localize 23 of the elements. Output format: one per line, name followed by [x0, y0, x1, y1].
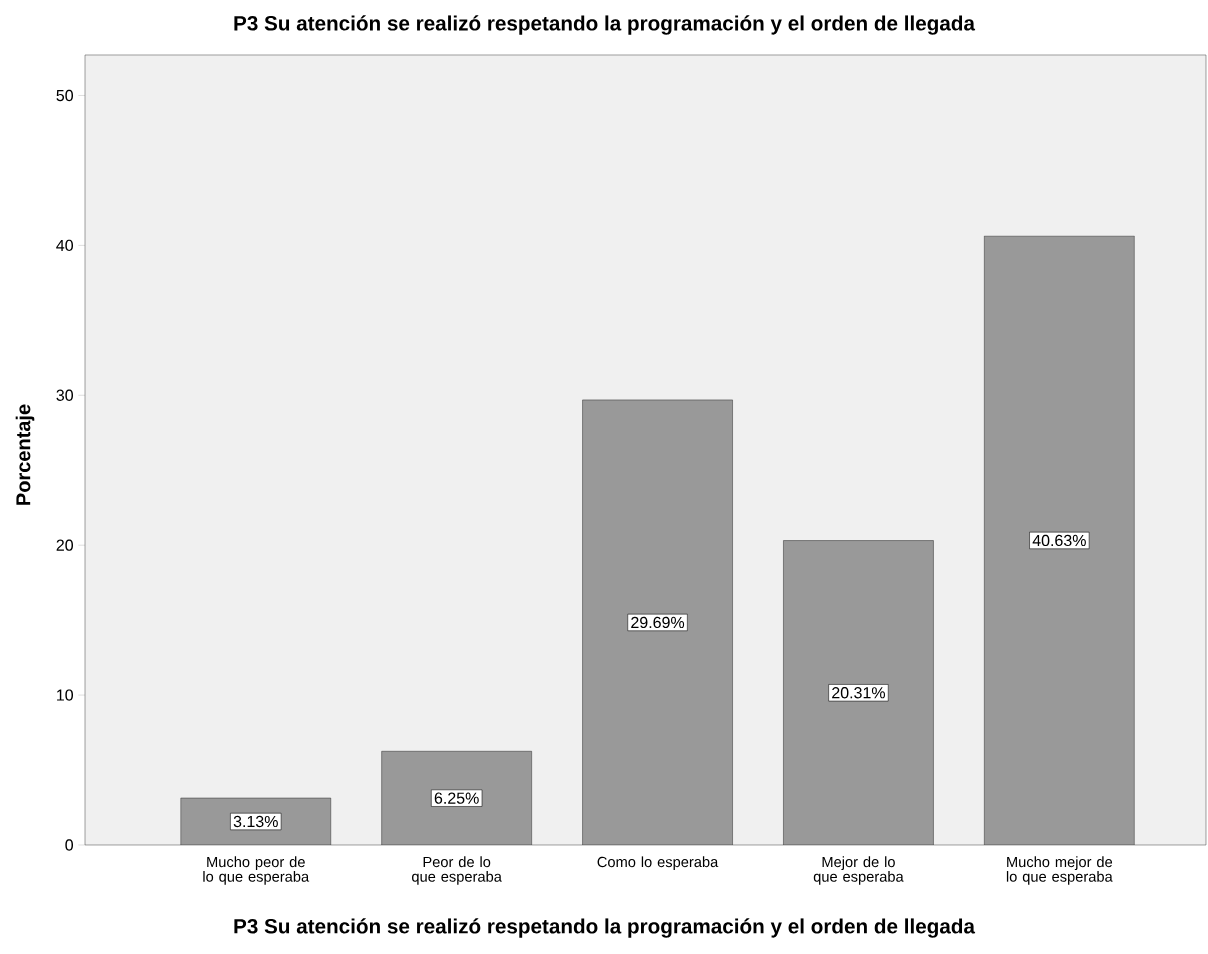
y-tick-label: 50 [56, 89, 74, 102]
data-label: 20.31% [832, 687, 885, 699]
x-tick-label: Peor de lo que esperaba [412, 856, 502, 885]
data-label: 29.69% [631, 616, 685, 629]
x-axis-title: P3 Su atención se realizó respetando la programación y el orden de llegada [234, 918, 976, 938]
data-label: 40.63% [1032, 534, 1086, 547]
x-tick-label: Mucho peor de lo que esperaba [203, 856, 310, 885]
bar [381, 751, 532, 845]
x-tick-label: Mucho mejor de lo que esperaba [1006, 856, 1113, 885]
chart-title: P3 Su atención se realizó respetando la programación y el orden de llegada [234, 15, 976, 35]
y-tick-label: 0 [65, 839, 74, 851]
y-tick-label: 10 [57, 689, 74, 701]
data-label: 3.13% [233, 815, 278, 828]
y-tick-label: 40 [56, 239, 74, 252]
y-tick-label: 30 [56, 389, 74, 401]
y-tick-label: 20 [56, 539, 74, 551]
x-tick-label: Como lo esperaba [597, 856, 719, 871]
bar [582, 399, 733, 845]
bar [783, 540, 934, 845]
x-tick-label: Mejor de lo que esperaba [813, 856, 904, 885]
bar [984, 235, 1135, 845]
data-label: 6.25% [434, 792, 479, 804]
y-axis-title: Porcentaje [15, 404, 35, 505]
